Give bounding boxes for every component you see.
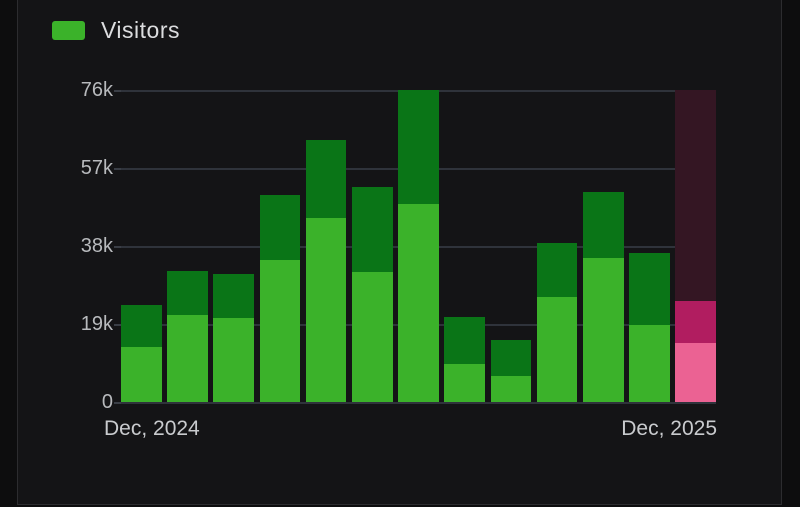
bar-segment-lower <box>121 346 162 402</box>
bar-segment-lower <box>259 259 301 402</box>
bar-segment-lower <box>629 324 670 402</box>
bar-segment-lower <box>536 296 578 402</box>
bar-segment-lower <box>167 314 208 402</box>
bar-segment-upper <box>444 317 485 364</box>
bar-month-4[interactable] <box>305 140 347 402</box>
bar-segment-lower <box>398 204 439 402</box>
bar-segment-lower <box>213 317 254 402</box>
bar-month-7[interactable] <box>444 317 485 402</box>
bar-segment-upper <box>305 140 347 219</box>
bar-segment-upper <box>259 195 301 260</box>
bar-month-1[interactable] <box>167 271 208 402</box>
y-axis-tick <box>114 168 121 170</box>
y-axis-tick <box>114 402 121 404</box>
bar-month-12-highlighted[interactable] <box>675 301 716 402</box>
bar-month-9[interactable] <box>536 243 578 402</box>
y-axis-label: 57k <box>80 157 113 179</box>
bar-segment-upper <box>167 271 208 315</box>
y-axis-label: 38k <box>80 235 113 257</box>
bar-segment-upper <box>213 273 254 318</box>
bar-segment-lower <box>675 342 716 402</box>
bar-month-3[interactable] <box>259 195 301 402</box>
bar-segment-upper <box>629 252 670 325</box>
bar-segment-lower <box>444 363 485 402</box>
y-axis-label: 0 <box>101 391 113 413</box>
legend-label: Visitors <box>101 17 180 43</box>
y-axis-label: 19k <box>80 313 113 335</box>
bar-segment-upper <box>121 305 162 347</box>
y-axis-tick <box>114 324 121 326</box>
bar-month-8[interactable] <box>490 340 532 402</box>
y-axis-label: 76k <box>80 79 113 101</box>
bar-segment-lower <box>305 218 347 402</box>
gridline-0 <box>121 402 716 404</box>
bar-segment-upper <box>583 191 624 258</box>
bar-segment-lower <box>583 257 624 402</box>
bar-month-5[interactable] <box>352 186 393 402</box>
x-axis-label-end: Dec, 2025 <box>621 417 717 440</box>
bar-segment-upper <box>675 301 716 343</box>
bar-month-11[interactable] <box>629 252 670 402</box>
bar-month-2[interactable] <box>213 273 254 402</box>
bar-month-0[interactable] <box>121 305 162 402</box>
bar-segment-upper <box>352 186 393 272</box>
x-axis-label-start: Dec, 2024 <box>104 417 200 440</box>
bar-month-6[interactable] <box>398 90 439 402</box>
legend-color-swatch <box>52 21 85 40</box>
bar-segment-upper <box>536 243 578 297</box>
bar-segment-upper <box>398 90 439 205</box>
y-axis-tick <box>114 90 121 92</box>
bar-segment-upper <box>490 340 532 377</box>
y-axis-tick <box>114 246 121 248</box>
bar-segment-lower <box>352 271 393 402</box>
bar-segment-lower <box>490 376 532 402</box>
bar-month-10[interactable] <box>583 191 624 402</box>
chart-legend-item[interactable]: Visitors <box>52 17 180 44</box>
highlighted-bar-backdrop <box>675 90 716 301</box>
